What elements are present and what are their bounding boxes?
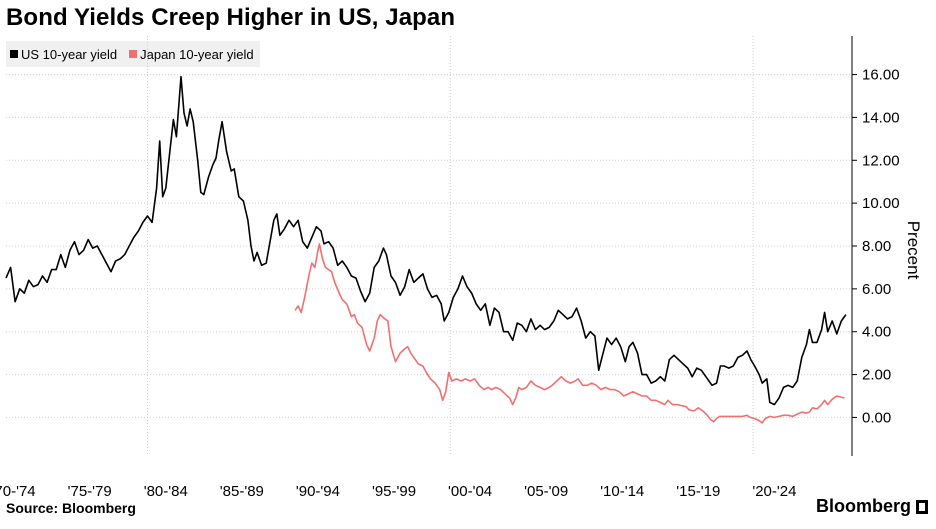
x-tick-label: '85-'89	[220, 483, 264, 500]
axis-layer: 0.00 2.00 4.00 6.00 8.00 10.00 12.00 14.00 16.00…	[0, 36, 900, 500]
chart-plot: 0.00 2.00 4.00 6.00 8.00 10.00 12.00 14.00 16.00…	[0, 36, 923, 500]
y-tick-label: 12.00	[862, 152, 900, 169]
bloomberg-logo-icon	[916, 499, 928, 514]
x-tick-label: '95-'99	[372, 483, 416, 500]
series-line-us-10-year-yield	[5, 75, 847, 406]
y-tick-label: 0.00	[862, 409, 891, 426]
series-layer	[5, 75, 847, 424]
x-tick-label: '90-'94	[296, 483, 340, 500]
chart-legend: US 10-year yield Japan 10-year yield	[6, 41, 260, 67]
legend-label-us: US 10-year yield	[21, 46, 118, 62]
source-note: Source: Bloomberg	[6, 500, 136, 516]
legend-item-us: US 10-year yield	[10, 47, 117, 62]
y-tick-label: 4.00	[862, 324, 891, 341]
legend-item-japan: Japan 10-year yield	[129, 46, 254, 62]
grid-layer	[6, 36, 852, 456]
chart-title: Bond Yields Creep Higher in US, Japan	[6, 4, 456, 31]
brand-name: Bloomberg	[815, 496, 911, 516]
x-tick-label: '70-'74	[0, 483, 36, 500]
series-line-japan-10-year-yield	[294, 243, 845, 424]
x-tick-label: '10-'14	[600, 483, 644, 500]
y-tick-label: 8.00	[862, 238, 891, 255]
y-tick-label: 2.00	[862, 367, 891, 384]
brand-logo: Bloomberg	[816, 496, 928, 517]
x-tick-label: '80-'84	[144, 483, 188, 500]
legend-swatch-us	[10, 50, 18, 58]
y-tick-label: 16.00	[862, 67, 900, 84]
x-tick-label: '20-'24	[752, 483, 796, 500]
legend-label-japan: Japan 10-year yield	[140, 46, 254, 62]
y-tick-label: 10.00	[862, 195, 900, 212]
y-tick-label: 14.00	[862, 109, 900, 126]
x-tick-label: '00-'04	[448, 483, 492, 500]
x-tick-label: '75-'79	[68, 483, 112, 500]
y-tick-label: 6.00	[862, 281, 891, 298]
y-axis-title: Precent	[904, 221, 923, 280]
x-tick-label: '15-'19	[676, 483, 720, 500]
x-tick-label: '05-'09	[524, 483, 568, 500]
legend-swatch-japan	[129, 50, 138, 58]
